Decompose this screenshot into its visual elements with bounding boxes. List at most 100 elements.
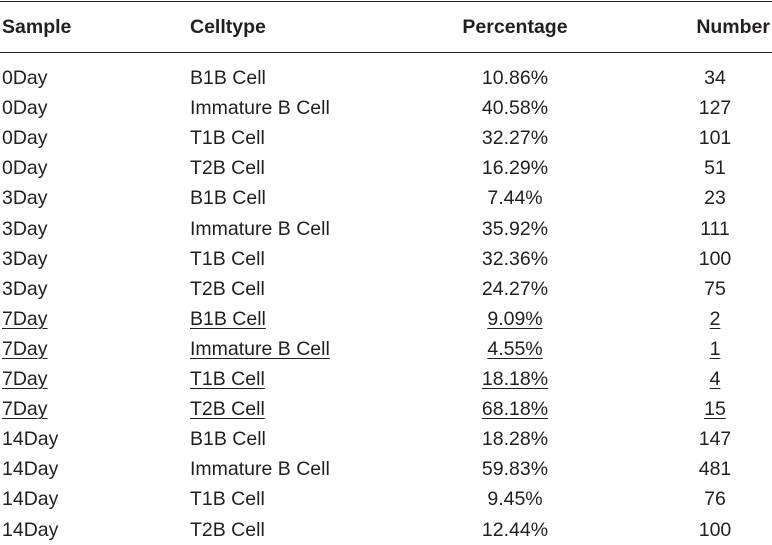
table-header-rule (0, 52, 772, 53)
table-row: 7Day T2B Cell 68.18% 15 (0, 394, 772, 424)
cell-number: 1 (685, 334, 745, 364)
cell-percentage: 9.09% (455, 304, 575, 334)
cell-percentage: 24.27% (455, 274, 575, 304)
cell-percentage-text: 59.83% (481, 458, 549, 481)
table-row: 3Day T2B Cell 24.27% 75 (0, 274, 772, 304)
cell-percentage-text: 35.92% (481, 217, 549, 240)
header-number: Number (696, 16, 770, 38)
cell-sample-text: 0Day (2, 157, 48, 180)
cell-number: 147 (685, 424, 745, 454)
cell-number-text: 1 (709, 337, 721, 360)
table-row: 7Day Immature B Cell 4.55% 1 (0, 334, 772, 364)
cell-celltype: B1B Cell (190, 63, 266, 93)
cell-percentage: 4.55% (455, 334, 575, 364)
cell-celltype-text: Immature B Cell (190, 458, 330, 481)
cell-number: 111 (685, 214, 745, 244)
cell-celltype-text: B1B Cell (190, 307, 266, 330)
table-row: 14Day Immature B Cell 59.83% 481 (0, 454, 772, 484)
table-row: 0Day T1B Cell 32.27% 101 (0, 123, 772, 153)
cell-sample: 3Day (2, 274, 48, 304)
cell-percentage-text: 16.29% (481, 157, 549, 180)
cell-sample-text: 7Day (2, 337, 48, 360)
cell-number-text: 101 (698, 127, 732, 150)
cell-sample: 7Day (2, 304, 48, 334)
cell-celltype-text: B1B Cell (190, 67, 266, 89)
table-row: 0Day B1B Cell 10.86% 34 (0, 63, 772, 93)
cell-number-text: 23 (704, 187, 726, 210)
cell-number: 23 (685, 183, 745, 213)
cell-number: 4 (685, 364, 745, 394)
cell-percentage: 32.36% (455, 244, 575, 274)
cell-number-text: 147 (698, 428, 732, 451)
cell-celltype: T2B Cell (190, 515, 265, 545)
cell-percentage-text: 9.45% (487, 488, 543, 511)
cell-sample: 0Day (2, 153, 48, 183)
cell-sample-text: 7Day (2, 398, 48, 421)
cell-sample-text: 14Day (2, 458, 59, 481)
cell-celltype: Immature B Cell (190, 93, 330, 123)
header-percentage: Percentage (462, 16, 568, 38)
cell-percentage: 32.27% (455, 123, 575, 153)
cell-sample-text: 7Day (2, 307, 48, 330)
cell-percentage: 16.29% (455, 153, 575, 183)
cell-percentage-text: 18.18% (481, 368, 549, 390)
cell-celltype-text: T2B Cell (190, 277, 265, 300)
cell-percentage: 18.18% (455, 364, 575, 394)
cell-celltype-text: Immature B Cell (190, 337, 330, 360)
cell-percentage-text: 40.58% (481, 97, 549, 120)
cell-celltype: Immature B Cell (190, 214, 330, 244)
cell-number-text: 127 (698, 97, 732, 120)
cell-celltype: B1B Cell (190, 183, 266, 213)
table-top-rule (0, 1, 772, 2)
cell-celltype: T1B Cell (190, 484, 265, 514)
cell-celltype: T1B Cell (190, 244, 265, 274)
cell-number-text: 34 (704, 67, 726, 89)
cell-number-text: 2 (709, 307, 721, 330)
cell-percentage-text: 24.27% (481, 277, 549, 300)
table-row: 14Day T1B Cell 9.45% 76 (0, 484, 772, 514)
table-row: 0Day T2B Cell 16.29% 51 (0, 153, 772, 183)
cell-percentage: 9.45% (455, 484, 575, 514)
cell-celltype: T2B Cell (190, 153, 265, 183)
table-row: 3Day B1B Cell 7.44% 23 (0, 183, 772, 213)
table-row: 14Day B1B Cell 18.28% 147 (0, 424, 772, 454)
cell-number: 15 (685, 394, 745, 424)
cell-number: 51 (685, 153, 745, 183)
table-row: 3Day T1B Cell 32.36% 100 (0, 244, 772, 274)
cell-celltype: Immature B Cell (190, 334, 330, 364)
cell-number: 127 (685, 93, 745, 123)
cell-number-text: 100 (698, 518, 732, 541)
cell-number: 34 (685, 63, 745, 93)
cell-number-text: 15 (704, 398, 726, 421)
cell-percentage-text: 32.27% (481, 127, 549, 150)
cell-celltype-text: T2B Cell (190, 398, 265, 421)
cell-celltype: B1B Cell (190, 424, 266, 454)
cell-celltype-text: B1B Cell (190, 428, 266, 451)
cell-number: 2 (685, 304, 745, 334)
cell-percentage-text: 12.44% (481, 518, 549, 541)
cell-celltype-text: T1B Cell (190, 368, 265, 390)
cell-celltype: T2B Cell (190, 394, 265, 424)
cell-percentage: 10.86% (455, 63, 575, 93)
table-row: 0Day Immature B Cell 40.58% 127 (0, 93, 772, 123)
cell-number: 100 (685, 515, 745, 545)
cell-percentage: 18.28% (455, 424, 575, 454)
cell-sample-text: 0Day (2, 67, 48, 89)
cell-sample: 3Day (2, 214, 48, 244)
cell-sample-text: 3Day (2, 187, 48, 210)
cell-sample-text: 14Day (2, 428, 59, 451)
cell-number: 101 (685, 123, 745, 153)
cell-sample-text: 7Day (2, 368, 48, 390)
cell-number: 76 (685, 484, 745, 514)
cell-sample: 14Day (2, 515, 58, 545)
cell-number-text: 481 (698, 458, 732, 481)
cell-number-text: 4 (709, 368, 721, 390)
cell-sample: 14Day (2, 424, 58, 454)
cell-percentage: 35.92% (455, 214, 575, 244)
cell-sample-text: 14Day (2, 518, 59, 541)
table-row: 3Day Immature B Cell 35.92% 111 (0, 214, 772, 244)
cell-number-text: 75 (704, 277, 726, 300)
cell-sample: 14Day (2, 454, 58, 484)
cell-percentage: 12.44% (455, 515, 575, 545)
cell-number: 481 (685, 454, 745, 484)
